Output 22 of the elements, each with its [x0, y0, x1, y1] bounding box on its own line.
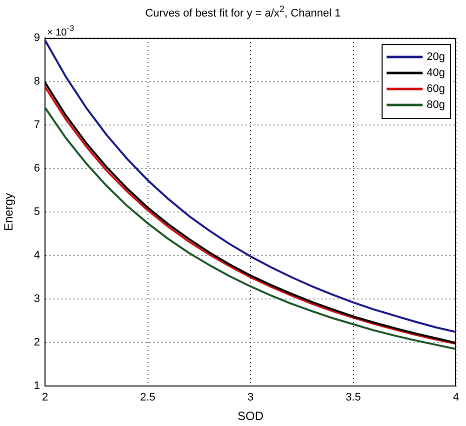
y-tick-label: 7 [34, 119, 40, 132]
y-axis-title: Energy [2, 192, 16, 232]
legend-label: 40g [426, 67, 446, 80]
x-tick-label: 3 [247, 392, 254, 404]
legend-label: 80g [426, 99, 446, 112]
x-tick-label: 4 [452, 392, 460, 404]
y-tick-label: 4 [34, 250, 40, 262]
chart-title: Curves of best fit for y = a/x$^{2}$, Channel 1 [144, 4, 342, 20]
x-tick-label: 2.5 [140, 392, 156, 404]
x-tick-label: 3.5 [346, 392, 361, 404]
y-tick-label: 5 [34, 206, 40, 218]
y-tick-label: 9 [34, 32, 40, 44]
y-tick-label: 3 [34, 293, 40, 306]
legend-label: 20g [426, 51, 446, 64]
y-tick-label: 2 [34, 336, 40, 349]
x-tick-label: 2 [42, 392, 48, 404]
legend-label: 60g [426, 83, 446, 96]
y-tick-label: 6 [34, 162, 40, 175]
y-tick-label: 1 [34, 380, 40, 392]
y-tick-label: 8 [34, 76, 40, 88]
annotation: × 10$^{-3}$ [47, 22, 74, 40]
x-axis-title: SOD [237, 409, 264, 424]
